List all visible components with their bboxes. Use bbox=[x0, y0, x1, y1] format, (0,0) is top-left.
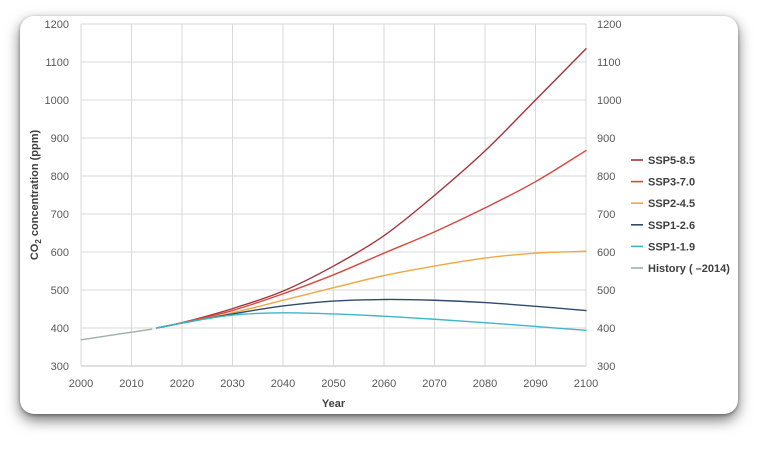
legend-label: SSP1-1.9 bbox=[648, 241, 695, 253]
x-tick-label: 2060 bbox=[372, 378, 396, 390]
x-tick-label: 2050 bbox=[321, 378, 345, 390]
y-tick-label-right: 900 bbox=[597, 133, 615, 145]
x-axis-title: Year bbox=[322, 398, 346, 410]
y-tick-label-right: 1000 bbox=[597, 95, 621, 107]
right-y-tick-labels: 300 400 500 600 700 800 900 1000 1100 1200 bbox=[597, 19, 621, 373]
legend-label: SSP2-4.5 bbox=[648, 198, 695, 210]
chart-card bbox=[20, 16, 738, 414]
y-tick-label-right: 700 bbox=[597, 209, 615, 221]
legend-label: SSP3-7.0 bbox=[648, 177, 695, 189]
x-tick-label: 2000 bbox=[69, 378, 93, 390]
x-tick-label: 2070 bbox=[422, 378, 446, 390]
y-tick-label-right: 1100 bbox=[597, 57, 621, 69]
x-tick-label: 2020 bbox=[170, 378, 194, 390]
y-tick-label-left: 1100 bbox=[45, 57, 69, 69]
y-tick-label-left: 900 bbox=[51, 133, 69, 145]
legend: SSP5-8.5 SSP3-7.0 SSP2-4.5 SSP1-2.6 SSP1-1.9… bbox=[631, 155, 730, 275]
x-tick-label: 2090 bbox=[523, 378, 547, 390]
y-tick-label-left: 600 bbox=[51, 247, 69, 259]
y-tick-label-left: 300 bbox=[51, 361, 69, 373]
y-axis-title-suffix: concentration (ppm) bbox=[29, 129, 41, 239]
y-tick-label-left: 400 bbox=[51, 323, 69, 335]
series-line-history-2014 bbox=[80, 328, 153, 341]
y-axis-title-subscript: 2 bbox=[34, 239, 43, 244]
x-tick-label: 2030 bbox=[220, 378, 244, 390]
y-tick-label-right: 500 bbox=[597, 285, 615, 297]
y-tick-label-right: 600 bbox=[597, 247, 615, 259]
x-tick-label: 2080 bbox=[473, 378, 497, 390]
legend-label: SSP1-2.6 bbox=[648, 220, 695, 232]
x-tick-label: 2010 bbox=[119, 378, 143, 390]
x-tick-labels: 2000 2010 2020 2030 2040 2050 2060 2070 2080 2090… bbox=[69, 378, 598, 390]
series-line-ssp3-7-0 bbox=[156, 149, 587, 329]
series-lines bbox=[80, 48, 587, 341]
y-tick-label-left: 500 bbox=[51, 285, 69, 297]
x-tick-label: 2040 bbox=[271, 378, 295, 390]
y-axis-title: CO2 concentration (ppm) bbox=[29, 129, 43, 260]
left-y-tick-labels: 300 400 500 600 700 800 900 1000 1100 1200 bbox=[45, 19, 69, 373]
y-tick-label-right: 1200 bbox=[597, 19, 621, 31]
y-tick-label-left: 800 bbox=[51, 171, 69, 183]
x-tick-label: 2100 bbox=[574, 378, 598, 390]
y-tick-label-left: 700 bbox=[51, 209, 69, 221]
y-tick-label-left: 1000 bbox=[45, 95, 69, 107]
grid-lines bbox=[80, 23, 587, 367]
series-line-ssp5-8-5 bbox=[156, 48, 587, 329]
y-tick-label-right: 400 bbox=[597, 323, 615, 335]
legend-label: History ( –2014) bbox=[648, 263, 730, 275]
series-line-ssp1-1-9 bbox=[156, 312, 587, 331]
y-tick-label-right: 800 bbox=[597, 171, 615, 183]
y-tick-label-right: 300 bbox=[597, 361, 615, 373]
y-tick-label-left: 1200 bbox=[45, 19, 69, 31]
y-axis-title-prefix: CO bbox=[29, 243, 41, 260]
legend-label: SSP5-8.5 bbox=[648, 155, 695, 167]
